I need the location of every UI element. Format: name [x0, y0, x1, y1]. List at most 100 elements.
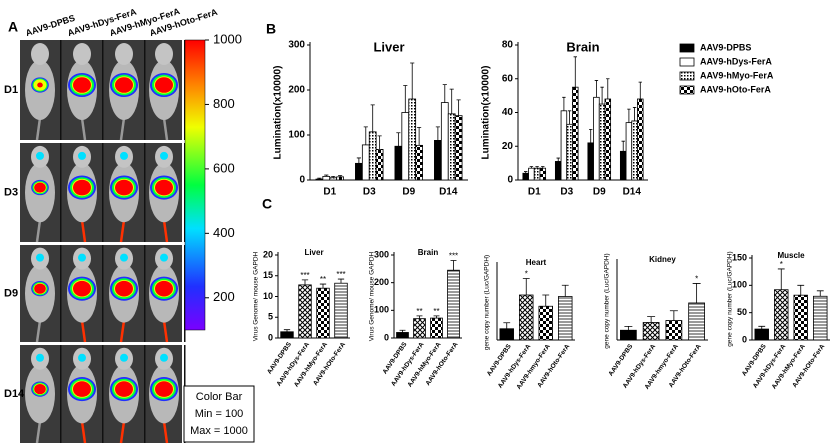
colorbar-tick-label: 200: [213, 289, 235, 304]
error-bar: [331, 176, 336, 178]
mouse-tail: [162, 117, 169, 141]
heat-head: [36, 253, 44, 262]
legend-swatch: [679, 57, 695, 67]
error-bar: [600, 86, 604, 105]
error-bar: [403, 85, 408, 113]
error-bar: [442, 84, 447, 103]
chart-title: Brain: [566, 39, 599, 54]
bar: [401, 112, 410, 181]
y-tick-label: 40: [502, 107, 514, 118]
bar: [413, 318, 426, 339]
significance-label: *: [525, 270, 528, 279]
colorbar-legend-text: Min = 100: [195, 408, 244, 420]
error-bar: [410, 62, 415, 99]
error-bar: [338, 175, 343, 177]
significance-label: ***: [449, 252, 458, 261]
bar: [642, 322, 660, 341]
legend-swatch: [679, 85, 695, 95]
mouse-tail: [119, 117, 126, 141]
mouse-tail: [80, 117, 87, 141]
heat-signal: [73, 77, 91, 93]
y-tick-label: 10: [263, 291, 273, 301]
y-tick-label: 60: [502, 73, 514, 84]
error-bar: [816, 290, 824, 297]
chart-title: Liver: [304, 248, 323, 257]
bar: [793, 294, 808, 341]
y-axis-label: Virus Genome/ mouse GAPDH: [253, 251, 260, 341]
y-tick-label: 150: [732, 252, 747, 262]
colorbar-legend-text: Color Bar: [196, 391, 243, 403]
cell-separator: [102, 40, 104, 140]
bar: [447, 269, 460, 339]
colorbar-legend-text: Max = 1000: [190, 425, 248, 437]
mouse-head: [155, 43, 173, 65]
y-tick-label: 0: [299, 175, 305, 186]
mouse-tail: [162, 320, 169, 343]
heat-signal: [34, 283, 46, 294]
significance-label: *: [780, 260, 783, 269]
row-label: D3: [4, 186, 18, 198]
error-bar: [669, 310, 678, 321]
chart-title: Liver: [373, 39, 404, 54]
error-bar: [567, 110, 572, 125]
heat-signal: [115, 179, 133, 196]
y-tick-label: 80: [502, 40, 514, 51]
error-bar: [529, 166, 534, 169]
chart-title: Brain: [418, 248, 439, 257]
x-tick-label: D9: [402, 187, 415, 198]
bar: [533, 167, 541, 181]
bar: [625, 122, 633, 181]
bar: [375, 148, 384, 181]
y-tick-label: 200: [374, 277, 389, 287]
bar: [447, 113, 456, 181]
cell-separator: [60, 345, 62, 443]
bar: [619, 150, 627, 181]
heat-signal: [73, 280, 91, 297]
heat-signal: [155, 77, 173, 93]
error-bar: [606, 78, 610, 99]
y-tick-label: 300: [288, 40, 305, 51]
y-axis-label: gene copy number (Luc/GAPDH): [727, 251, 734, 346]
legend-swatch: [679, 71, 695, 81]
significance-label: **: [433, 307, 439, 316]
x-tick-label: AAV9-hOto-FerA: [424, 341, 459, 387]
x-tick-label: D1: [528, 187, 541, 198]
bar: [519, 294, 534, 341]
y-tick-label: 0: [742, 334, 747, 344]
x-tick-label: D9: [593, 187, 606, 198]
error-bar: [561, 284, 569, 297]
heat-head: [36, 353, 44, 362]
mouse-tail: [35, 421, 42, 444]
y-tick-label: 200: [288, 85, 305, 96]
bar: [572, 86, 579, 181]
y-tick-label: 100: [732, 280, 747, 290]
cell-separator: [60, 40, 62, 140]
cell-separator: [60, 143, 62, 242]
cell-separator: [144, 40, 146, 140]
heat-head: [120, 151, 128, 160]
error-bar: [647, 316, 656, 323]
bar: [315, 178, 324, 181]
x-tick-label: D14: [439, 187, 458, 198]
y-tick-label: 0: [268, 332, 273, 342]
bar: [430, 317, 443, 339]
row-label: D14: [4, 388, 25, 400]
bar: [688, 302, 705, 341]
bar: [598, 103, 606, 181]
heat-head: [36, 151, 44, 160]
error-bar: [433, 315, 440, 319]
significance-label: **: [320, 275, 326, 284]
panel-label: B: [266, 21, 276, 37]
heat-head: [78, 353, 86, 362]
heat-signal: [73, 179, 91, 196]
x-tick-label: D1: [323, 187, 336, 198]
error-bar: [589, 128, 593, 143]
heat-signal: [155, 381, 173, 397]
cell-separator: [60, 245, 62, 342]
heat-head: [160, 253, 168, 262]
mouse-head: [73, 43, 91, 65]
x-tick-label: D14: [623, 187, 642, 198]
mouse-tail: [119, 421, 126, 444]
cell-separator: [144, 143, 146, 242]
chart-title: Heart: [526, 258, 547, 267]
